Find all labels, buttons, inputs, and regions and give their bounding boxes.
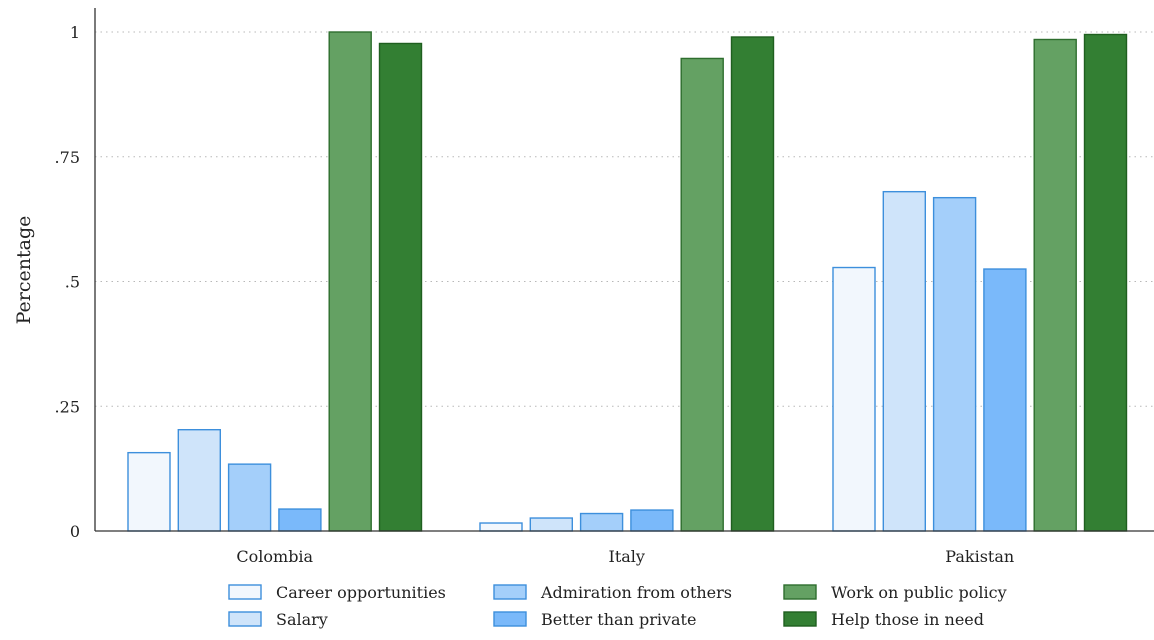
grid-lines: [95, 31, 1154, 407]
bar-italy-help-those-in-need: [730, 36, 775, 532]
y-tick-label: 1: [70, 23, 80, 42]
legend: Career opportunities Salary Admiration fro…: [228, 583, 1007, 629]
y-tick-label: .75: [55, 148, 80, 167]
bar-pakistan-salary: [882, 190, 926, 532]
bar-colombia-career-opportunities: [127, 451, 171, 532]
y-axis-title: Percentage: [13, 216, 35, 325]
bar-italy-work-on-public-policy: [680, 57, 724, 532]
y-tick-label: 0: [70, 522, 80, 541]
bar-colombia-admiration-from-others: [227, 463, 272, 532]
category-label: Italy: [609, 547, 645, 566]
legend-label: Work on public policy: [831, 583, 1007, 602]
legend-swatch: [493, 611, 527, 627]
legend-label: Better than private: [541, 610, 696, 629]
category-label: Pakistan: [945, 547, 1014, 566]
y-tick-labels: 0 .25 .5 .75 1: [55, 23, 80, 541]
category-labels: Colombia Italy Pakistan: [236, 547, 1014, 566]
bar-italy-career-opportunities: [479, 522, 523, 532]
legend-swatch: [493, 584, 527, 600]
legend-label: Admiration from others: [540, 583, 732, 602]
y-tick-label: .5: [65, 273, 80, 292]
bar-italy-salary: [529, 517, 573, 532]
legend-swatch: [783, 584, 817, 600]
bar-italy-better-than-private: [630, 509, 674, 532]
legend-label: Salary: [276, 610, 328, 629]
bar-colombia-help-those-in-need: [378, 42, 423, 532]
legend-label: Help those in need: [831, 610, 984, 629]
legend-swatch: [228, 584, 262, 600]
bar-pakistan-admiration-from-others: [932, 196, 977, 532]
bar-pakistan-work-on-public-policy: [1033, 38, 1077, 532]
bar-colombia-work-on-public-policy: [328, 31, 372, 532]
bar-italy-admiration-from-others: [579, 512, 624, 532]
bar-colombia-salary: [177, 429, 222, 532]
bar-colombia-better-than-private: [278, 508, 322, 532]
axes: [94, 8, 1154, 532]
legend-swatch: [228, 611, 262, 627]
bar-pakistan-career-opportunities: [832, 266, 876, 532]
category-label: Colombia: [236, 547, 313, 566]
bar-pakistan-help-those-in-need: [1083, 33, 1128, 532]
legend-swatch: [783, 611, 817, 627]
y-tick-label: .25: [55, 397, 80, 416]
bar-pakistan-better-than-private: [983, 268, 1027, 532]
legend-label: Career opportunities: [276, 583, 446, 602]
